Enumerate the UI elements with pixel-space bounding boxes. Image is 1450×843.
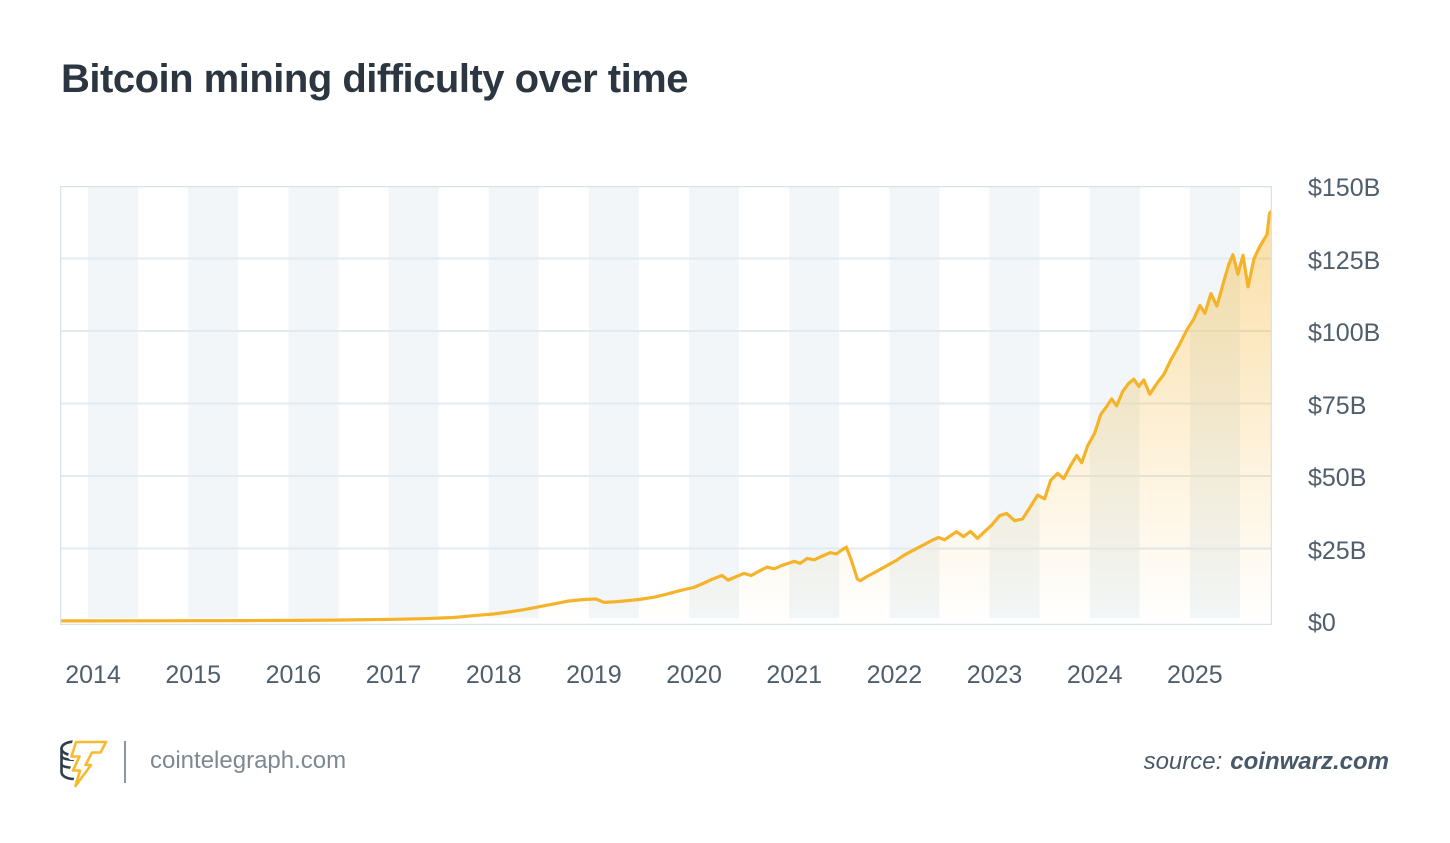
cointelegraph-logo-icon — [60, 738, 109, 789]
difficulty-chart-svg — [60, 186, 1272, 625]
x-axis-tick-label: 2017 — [365, 661, 422, 689]
y-axis-tick-label: $75B — [1308, 391, 1367, 420]
x-axis-tick-label: 2014 — [65, 661, 121, 689]
x-axis-tick-label: 2018 — [465, 661, 522, 689]
footer-divider — [124, 741, 126, 783]
difficulty-chart — [60, 186, 1272, 625]
source-label: source: — [1143, 748, 1223, 775]
y-axis-tick-label: $25B — [1308, 536, 1367, 565]
x-axis-tick-label: 2022 — [866, 661, 923, 689]
page-title: Bitcoin mining difficulty over time — [61, 57, 689, 101]
x-axis-tick-label: 2025 — [1167, 661, 1223, 689]
y-axis-tick-label: $125B — [1308, 246, 1381, 275]
x-axis-tick-label: 2021 — [766, 661, 823, 689]
x-axis-tick-label: 2024 — [1066, 661, 1123, 689]
y-axis-tick-label: $0 — [1308, 609, 1336, 637]
x-axis-tick-label: 2019 — [566, 661, 622, 689]
footer-brand-url: cointelegraph.com — [150, 747, 347, 774]
difficulty-line — [60, 209, 1272, 623]
x-axis-tick-label: 2015 — [165, 661, 222, 689]
difficulty-area-fill — [60, 211, 1271, 621]
y-axis-tick-label: $100B — [1308, 319, 1381, 347]
source-attribution: source: coinwarz.com — [1144, 748, 1389, 776]
source-value: coinwarz.com — [1230, 748, 1389, 775]
x-axis-tick-label: 2023 — [966, 661, 1023, 689]
plot-border — [60, 186, 1272, 625]
y-axis-tick-label: $50B — [1308, 464, 1367, 492]
x-axis-tick-label: 2016 — [265, 661, 322, 689]
y-axis-tick-label: $150B — [1308, 174, 1381, 202]
x-axis-tick-label: 2020 — [666, 661, 722, 689]
